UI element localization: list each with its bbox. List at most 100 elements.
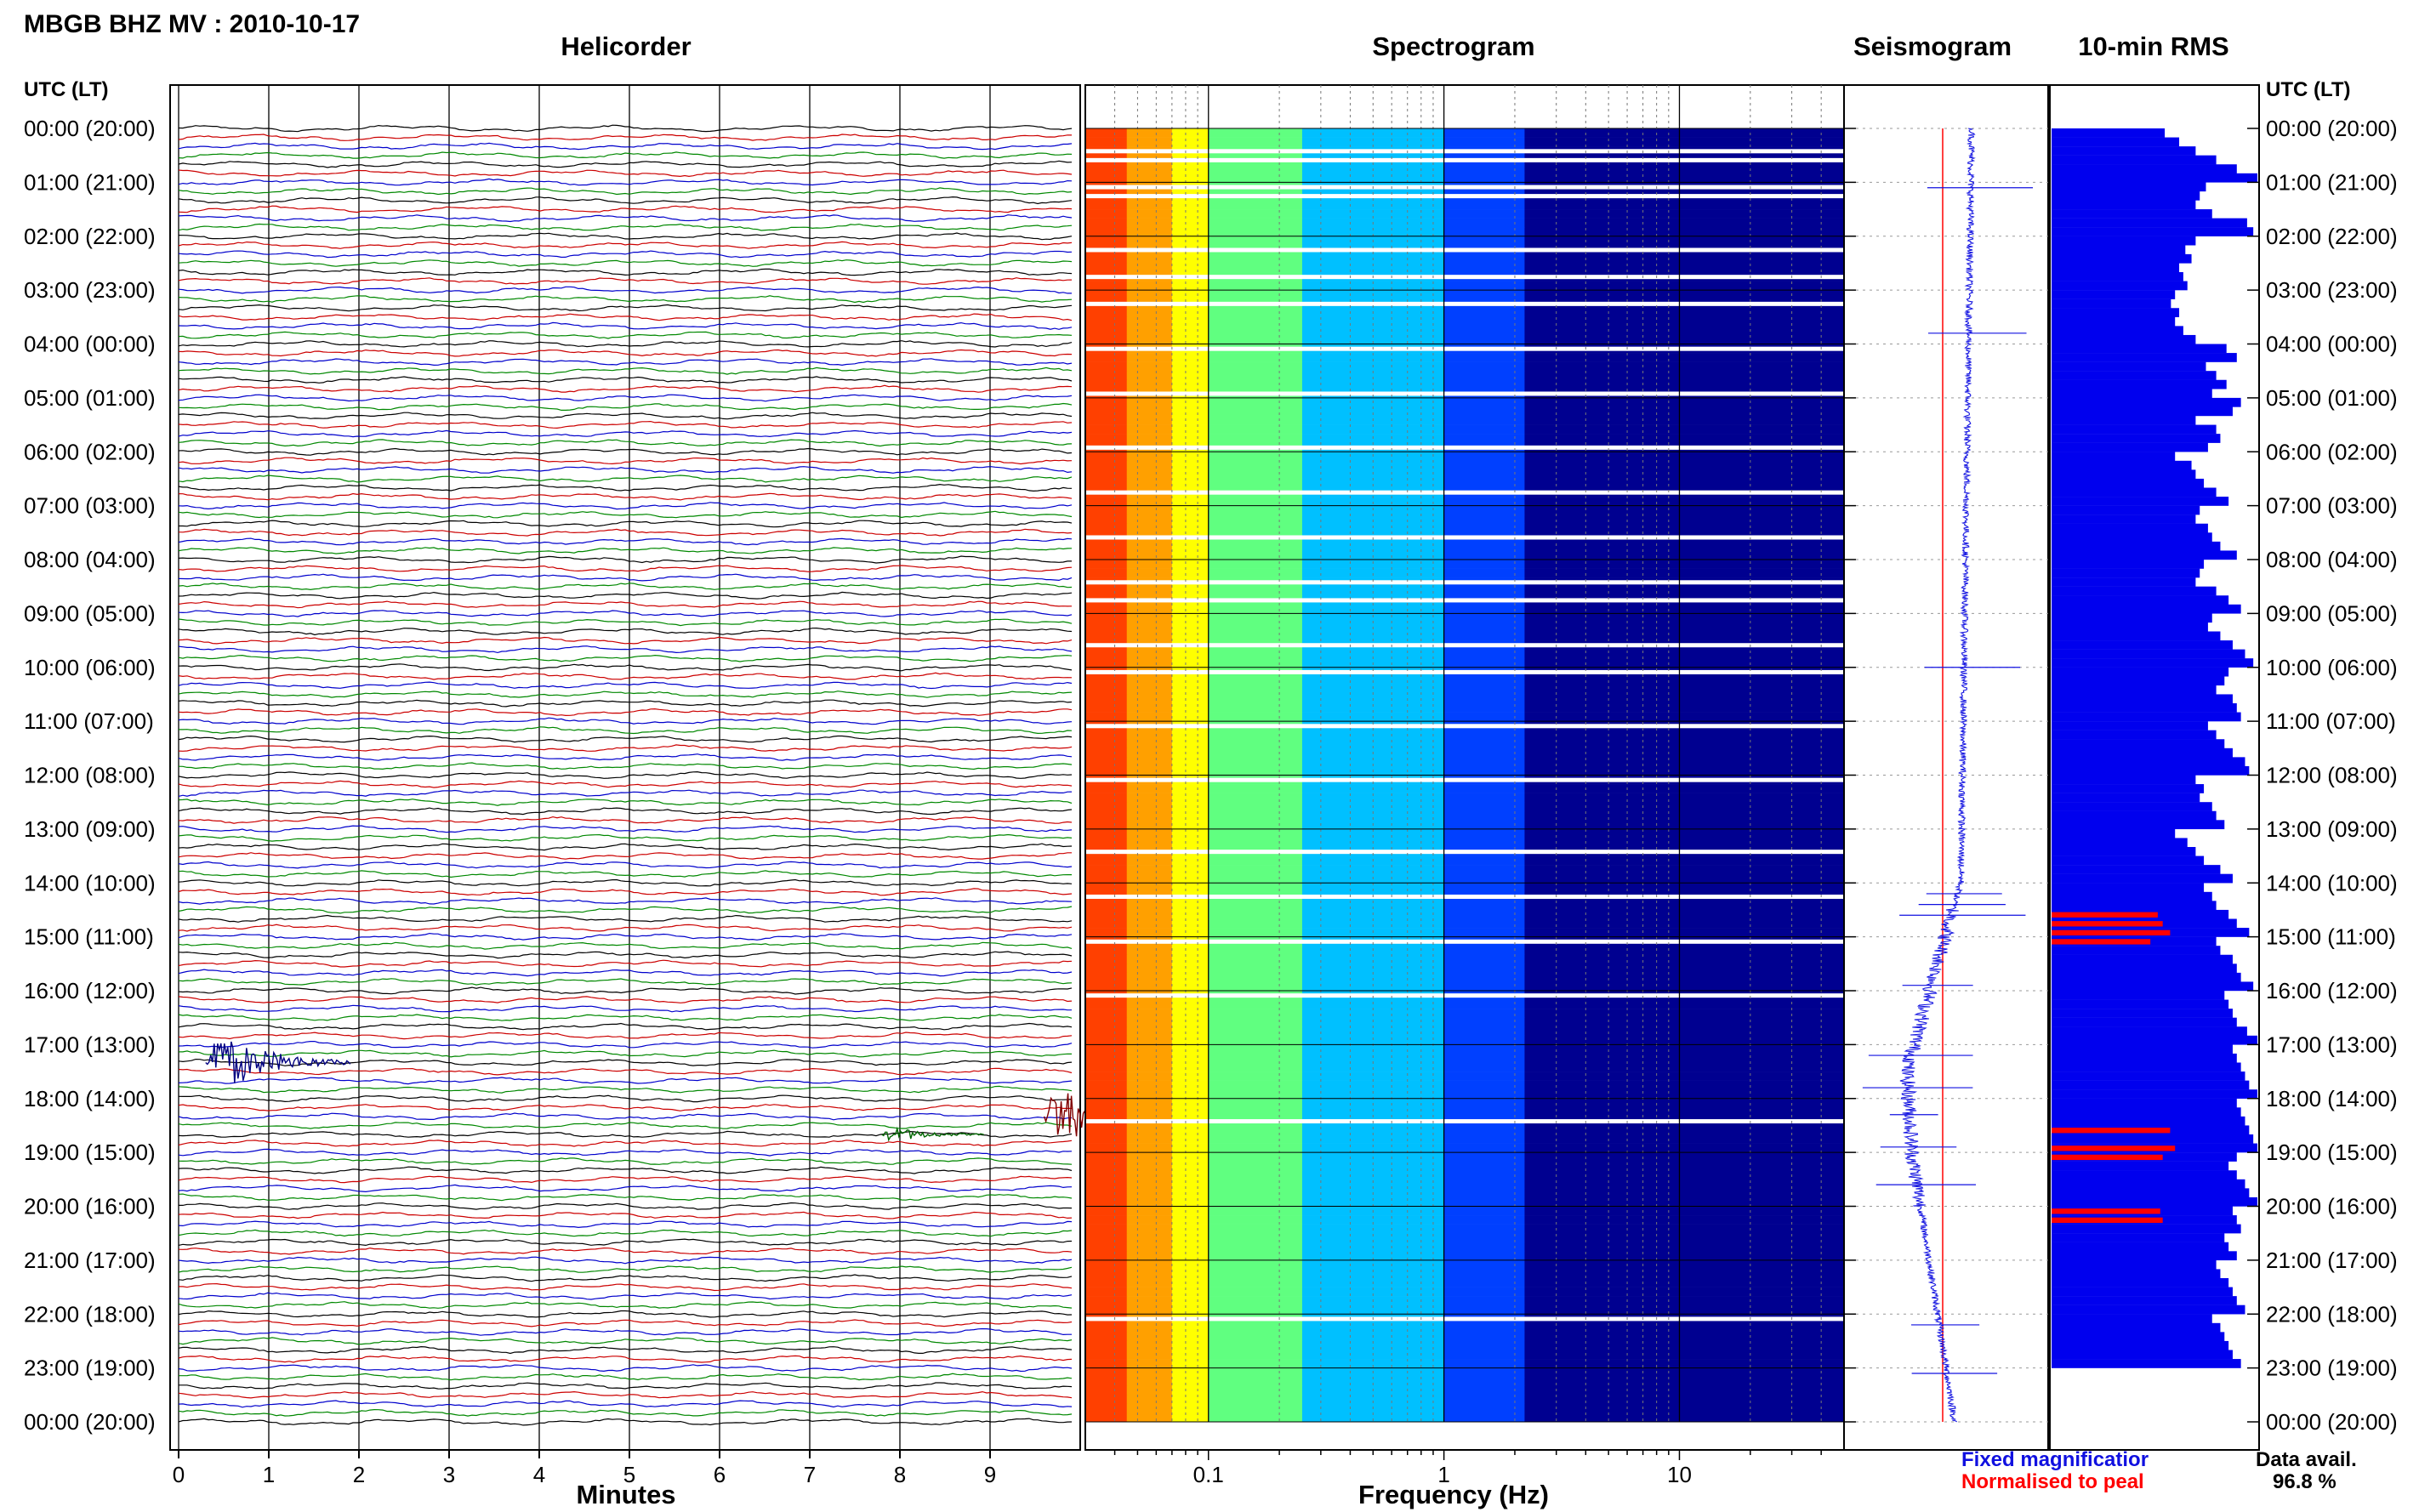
rms-highlight-bar <box>2052 921 2163 927</box>
helicorder-trace <box>178 708 1073 717</box>
spectrogram-cell <box>1524 128 1845 138</box>
spectrogram-cell <box>1443 478 1525 488</box>
spectrogram-cell <box>1524 865 1845 874</box>
spectrogram-cell <box>1524 550 1845 560</box>
rms-bar <box>2052 568 2200 578</box>
spectrogram-cell <box>1085 1017 1128 1027</box>
spectrogram-cell <box>1443 560 1525 569</box>
spectrogram-cell <box>1524 757 1845 767</box>
spectrogram-cell <box>1301 1340 1445 1350</box>
spectrogram-cell <box>1208 810 1303 821</box>
spectrogram-cell <box>1301 541 1445 551</box>
spectrogram-cell <box>1208 200 1303 210</box>
spectrogram-cell <box>1171 361 1210 372</box>
spectrogram-cell <box>1443 613 1525 623</box>
minute-tick-label: 9 <box>984 1462 996 1487</box>
spectrogram-cell <box>1524 784 1845 793</box>
spectrogram-cell <box>1126 397 1173 407</box>
spectrogram-cell <box>1126 972 1173 982</box>
rms-bar <box>2052 137 2180 147</box>
spectrogram-cell <box>1126 1089 1173 1100</box>
spectrogram-cell <box>1443 954 1525 964</box>
spectrogram-cell <box>1085 963 1128 974</box>
helicorder-trace <box>178 735 1073 743</box>
spectrogram-cell <box>1171 1125 1210 1135</box>
helicorder-trace <box>178 1247 1073 1255</box>
spectrogram-cell <box>1443 1206 1525 1216</box>
helicorder-trace <box>178 1193 1073 1202</box>
spectrogram-cell <box>1524 873 1845 884</box>
rms-bar <box>2052 1116 2245 1126</box>
rms-highlight-bar <box>2052 1208 2160 1214</box>
spectrogram-cell <box>1208 613 1303 623</box>
minute-tick-label: 1 <box>263 1462 275 1487</box>
helicorder-trace <box>178 250 1073 259</box>
spectrogram-cell <box>1301 1287 1445 1297</box>
spectrogram-cell <box>1301 757 1445 767</box>
spectrogram-cell <box>1208 820 1303 830</box>
spectrogram-cell <box>1524 622 1845 632</box>
spectrogram-cell <box>1085 1125 1128 1135</box>
rms-bar <box>2052 460 2192 470</box>
spectrogram-cell <box>1208 209 1303 219</box>
spectrogram-cell <box>1171 999 1210 1009</box>
spectrogram-cell <box>1524 1215 1845 1225</box>
spectrogram-cell <box>1126 1188 1173 1198</box>
spectrogram-cell <box>1208 514 1303 525</box>
helicorder-event <box>881 1126 985 1142</box>
spectrogram-cell <box>1524 765 1845 776</box>
rms-bar <box>2052 478 2205 488</box>
spectrogram-cell <box>1126 901 1173 911</box>
spectrogram-cell <box>1085 424 1128 435</box>
rms-bar <box>2052 1134 2254 1144</box>
time-tick-right: 18:00 (14:00) <box>2266 1086 2398 1111</box>
spectrogram-cell <box>1171 784 1210 793</box>
helicorder-trace <box>179 726 1073 735</box>
spectrogram-cell <box>1524 1206 1845 1216</box>
spectrogram-cell <box>1171 209 1210 219</box>
spectrogram-cell <box>1126 1340 1173 1350</box>
time-tick-left: 06:00 (02:00) <box>24 439 156 464</box>
time-tick-left: 16:00 (12:00) <box>24 978 156 1003</box>
spectrogram-cell <box>1443 703 1525 713</box>
spectrogram-cell <box>1524 954 1845 964</box>
spectrogram-cell <box>1443 793 1525 803</box>
rms-bar <box>2052 128 2166 138</box>
spectrogram-cell <box>1443 1044 1525 1054</box>
spectrogram-cell <box>1524 200 1845 210</box>
time-tick-left: 14:00 (10:00) <box>24 870 156 895</box>
rms-bar <box>2052 1179 2245 1189</box>
spectrogram-cell <box>1171 586 1210 596</box>
spectrogram-gap <box>1085 894 1844 899</box>
minute-tick-label: 2 <box>353 1462 365 1487</box>
spectrogram-cell <box>1443 1161 1525 1171</box>
spectrogram-cell <box>1085 747 1128 758</box>
rms-bar <box>2052 1089 2257 1099</box>
spectrogram-cell <box>1443 227 1525 237</box>
helicorder-trace <box>178 1157 1073 1165</box>
spectrogram-cell <box>1524 1053 1845 1063</box>
rms-bar <box>2052 739 2225 749</box>
spectrogram-cell <box>1524 981 1845 992</box>
spectrogram-cell <box>1171 1089 1210 1100</box>
spectrogram-cell <box>1085 757 1128 767</box>
spectrogram-cell <box>1126 954 1173 964</box>
spectrogram-cell <box>1171 747 1210 758</box>
spectrogram-cell <box>1208 1332 1303 1342</box>
spectrogram-cell <box>1524 972 1845 982</box>
spectrogram-cell <box>1171 371 1210 381</box>
rms-bar <box>2052 487 2217 497</box>
spectrogram-cell <box>1171 334 1210 344</box>
rms-bar <box>2052 523 2208 533</box>
helicorder-trace <box>178 1229 1073 1237</box>
spectrogram-cell <box>1443 263 1525 273</box>
spectrogram-cell <box>1208 1053 1303 1063</box>
spectrogram-cell <box>1301 137 1445 147</box>
spectrogram-cell <box>1524 361 1845 372</box>
spectrogram-cell <box>1301 631 1445 641</box>
spectrogram-cell <box>1443 1035 1525 1045</box>
helicorder-trace <box>178 691 1073 698</box>
spectrogram-cell <box>1443 1098 1525 1108</box>
time-tick-right: 01:00 (21:00) <box>2266 169 2398 195</box>
spectrogram-cell <box>1171 820 1210 830</box>
